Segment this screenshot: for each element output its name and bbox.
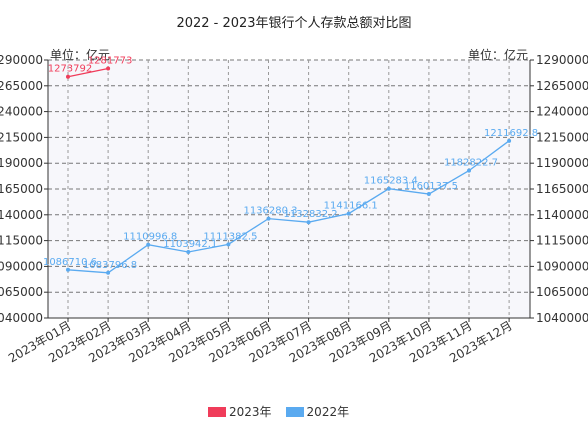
y-tick-label-right: 1165000	[536, 182, 588, 196]
legend-item-2022[interactable]: 2022年	[285, 403, 350, 420]
y-tick-label-right: 1065000	[536, 285, 588, 299]
legend-label-2023: 2023年	[229, 405, 272, 419]
chart-title: 2022 - 2023年银行个人存款总额对比图	[176, 16, 412, 31]
data-point	[186, 250, 191, 255]
data-label: 1132832.2	[284, 209, 338, 220]
data-point	[467, 168, 471, 173]
y-tick-label-right: 1190000	[536, 156, 588, 170]
y-tick-label-left: 1115000	[0, 234, 43, 248]
series-line-1	[67, 140, 510, 274]
data-point	[106, 270, 111, 275]
series-line-0	[67, 67, 109, 78]
data-label: 1136280.3	[243, 206, 297, 217]
legend: 2023年 2022年	[208, 403, 349, 420]
y-tick-label-right: 1090000	[536, 259, 588, 273]
data-label: 1165283.4	[364, 176, 418, 187]
data-point	[306, 220, 311, 225]
y-tick-label-left: 1165000	[0, 182, 43, 196]
legend-label-2022: 2022年	[306, 405, 350, 419]
y-tick-label-left: 1265000	[0, 79, 43, 93]
data-label: 1086710.6	[43, 257, 97, 268]
y-tick-label-left: 1140000	[0, 208, 43, 222]
data-point	[146, 242, 151, 247]
y-tick-label-left: 1065000	[0, 285, 43, 299]
data-label: 1083796.8	[83, 260, 137, 271]
y-tick-label-left: 1290000	[0, 53, 43, 67]
y-tick-label-right: 1140000	[536, 208, 588, 222]
data-point	[266, 216, 271, 221]
data-point	[226, 242, 231, 247]
y-tick-label-left: 1215000	[0, 130, 43, 144]
y-tick-label-right: 1290000	[536, 53, 588, 67]
legend-swatch-2022	[285, 406, 304, 417]
data-point	[66, 74, 70, 79]
y-tick-label-right: 1215000	[536, 130, 588, 144]
data-label: 1111382.5	[203, 231, 257, 242]
data-label: 1273792	[48, 64, 93, 75]
data-point	[66, 267, 70, 272]
data-point	[106, 66, 111, 71]
data-label: 1281773	[88, 55, 133, 66]
y-tick-label-right: 1040000	[536, 311, 588, 325]
data-label: 1141166.1	[324, 201, 378, 212]
y-tick-label-left: 1040000	[0, 311, 43, 325]
data-label: 1160137.5	[404, 181, 458, 192]
y-tick-label-left: 1090000	[0, 259, 43, 273]
y-tick-label-left: 1240000	[0, 105, 43, 119]
data-point	[346, 211, 351, 216]
unit-label-left: 单位：亿元	[50, 48, 111, 62]
data-point	[426, 192, 431, 197]
unit-label-right: 单位：亿元	[467, 48, 528, 62]
y-tick-label-right: 1115000	[536, 234, 588, 248]
legend-item-2023[interactable]: 2023年	[208, 403, 272, 420]
y-tick-label-left: 1190000	[0, 156, 43, 170]
data-label: 1211692.8	[484, 128, 538, 139]
data-label: 1182822.7	[444, 158, 498, 169]
y-tick-label-right: 1265000	[536, 79, 588, 93]
data-label: 1103942.1	[163, 239, 217, 250]
data-point	[386, 186, 391, 191]
data-point	[507, 138, 512, 143]
legend-swatch-2023	[208, 406, 226, 417]
y-tick-label-right: 1240000	[536, 105, 588, 119]
data-label: 1110996.8	[123, 232, 177, 243]
